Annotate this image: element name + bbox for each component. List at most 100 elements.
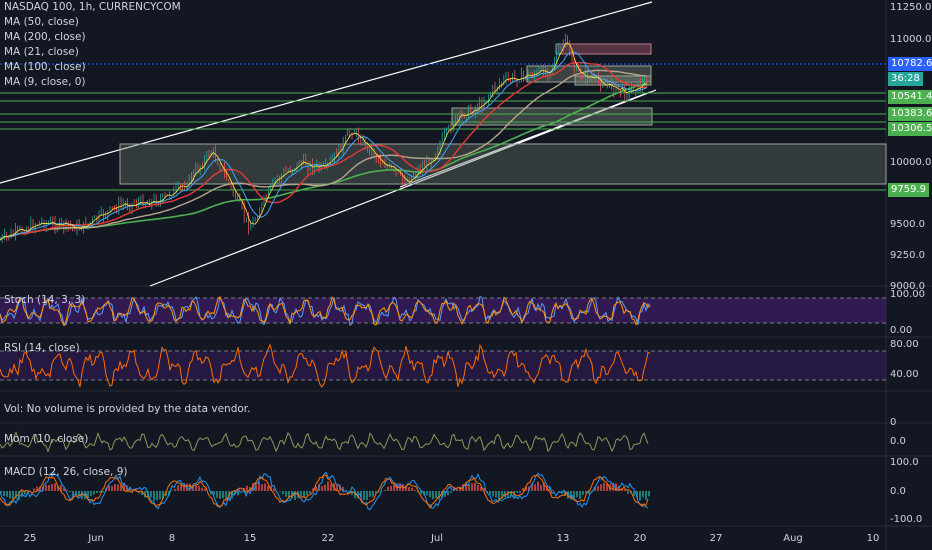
macd-histogram-bar xyxy=(198,485,200,491)
price-label-green[interactable]: 10383.6 xyxy=(888,107,932,121)
macd-histogram-bar xyxy=(123,482,125,491)
macd-histogram-bar xyxy=(201,487,203,491)
macd-histogram-bar xyxy=(585,491,587,494)
macd-histogram-bar xyxy=(453,487,455,491)
time-tick: 25 xyxy=(24,533,37,544)
time-tick: Jun xyxy=(87,533,104,544)
macd-histogram-bar xyxy=(603,482,605,491)
macd-histogram-bar xyxy=(429,491,431,498)
ma-50-line xyxy=(0,61,647,241)
macd-histogram-bar xyxy=(12,491,14,500)
macd-histogram-bar xyxy=(639,491,641,501)
momentum-label[interactable]: Mom (10, close) xyxy=(4,433,89,445)
macd-histogram-bar xyxy=(285,491,287,497)
macd-histogram-bar xyxy=(444,491,446,497)
macd-histogram-bar xyxy=(507,491,509,498)
macd-histogram-bar xyxy=(168,491,170,496)
macd-histogram-bar xyxy=(594,486,596,491)
macd-histogram-bar xyxy=(18,491,20,501)
macd-histogram-bar xyxy=(234,491,236,495)
macd-histogram-bar xyxy=(351,491,353,496)
indicator-ma-100[interactable]: MA (100, close) xyxy=(4,61,86,73)
rsi-pane[interactable] xyxy=(0,343,886,388)
macd-histogram-bar xyxy=(405,485,407,491)
macd-histogram-bar xyxy=(138,491,140,494)
stoch-pane[interactable] xyxy=(0,295,886,327)
macd-histogram-bar xyxy=(420,491,422,495)
stoch-label[interactable]: Stoch (14, 3, 3) xyxy=(4,294,86,306)
macd-tick: -100.0 xyxy=(890,514,922,525)
stoch-tick: 0.00 xyxy=(890,325,912,336)
macd-histogram-bar xyxy=(54,483,56,491)
time-tick: 13 xyxy=(557,533,570,544)
macd-label[interactable]: MACD (12, 26, close, 9) xyxy=(4,466,128,478)
macd-histogram-bar xyxy=(114,484,116,491)
price-label-green[interactable]: 10541.4 xyxy=(888,90,932,104)
macd-histogram-bar xyxy=(48,485,50,491)
macd-histogram-bar xyxy=(375,491,377,494)
macd-histogram-bar xyxy=(543,482,545,491)
macd-histogram-bar xyxy=(33,488,35,491)
macd-histogram-bar xyxy=(150,491,152,498)
macd-histogram-bar xyxy=(354,491,356,499)
time-tick: 10 xyxy=(867,533,880,544)
macd-histogram-bar xyxy=(567,491,569,499)
macd-histogram-bar xyxy=(192,485,194,491)
indicator-ma-50[interactable]: MA (50, close) xyxy=(4,16,79,28)
macd-histogram-bar xyxy=(366,491,368,501)
macd-histogram-bar xyxy=(210,491,212,495)
macd-histogram-bar xyxy=(303,491,305,498)
macd-histogram-bar xyxy=(534,484,536,491)
macd-histogram-bar xyxy=(99,491,101,493)
indicator-ma-21[interactable]: MA (21, close) xyxy=(4,46,79,58)
macd-histogram-bar xyxy=(531,483,533,491)
macd-histogram-bar xyxy=(291,491,293,499)
pane-axes[interactable]: 100.00 0.00 80.00 40.00 0 0.0 100.0 0.0 … xyxy=(890,289,925,525)
rsi-label[interactable]: RSI (14, close) xyxy=(4,342,80,354)
macd-histogram-bar xyxy=(582,491,584,495)
mom-tick: 0.0 xyxy=(890,436,906,447)
macd-histogram-bar xyxy=(648,491,650,497)
price-label-green[interactable]: 9759.9 xyxy=(888,183,929,197)
zone-rectangles[interactable] xyxy=(119,43,887,185)
macd-histogram-bar xyxy=(336,484,338,491)
macd-histogram-bar xyxy=(69,491,71,493)
momentum-pane[interactable] xyxy=(0,431,649,453)
macd-histogram-bar xyxy=(273,488,275,491)
price-axis[interactable]: 11250.0 11000.0 10000.0 9500.0 9250.0 90… xyxy=(890,2,931,292)
indicator-ma-200[interactable]: MA (200, close) xyxy=(4,31,86,43)
price-tick: 9000.0 xyxy=(890,281,925,292)
macd-pane[interactable] xyxy=(0,471,650,511)
time-axis[interactable]: 25 Jun 8 15 22 Jul 13 20 27 Aug 10 xyxy=(24,533,880,544)
macd-histogram-bar xyxy=(525,486,527,491)
macd-histogram-bar xyxy=(378,491,380,492)
macd-histogram-bar xyxy=(477,484,479,491)
macd-histogram-bar xyxy=(60,484,62,491)
macd-histogram-bar xyxy=(393,484,395,491)
macd-histogram-bar xyxy=(183,483,185,491)
price-label-blue[interactable]: 10782.6 xyxy=(888,57,932,71)
macd-histogram-bar xyxy=(156,491,158,501)
horizontal-levels[interactable] xyxy=(0,63,886,191)
macd-histogram-bar xyxy=(0,491,2,494)
time-tick: 22 xyxy=(322,533,335,544)
price-label-green[interactable]: 10306.5 xyxy=(888,122,932,136)
macd-histogram-bar xyxy=(387,486,389,491)
macd-histogram-bar xyxy=(282,491,284,495)
macd-histogram-bar xyxy=(495,491,497,498)
price-tick: 9500.0 xyxy=(890,219,925,230)
macd-histogram-bar xyxy=(510,491,512,497)
price-candles[interactable] xyxy=(0,33,648,243)
macd-histogram-bar xyxy=(627,491,629,494)
macd-histogram-bar xyxy=(342,486,344,491)
indicator-ma-9[interactable]: MA (9, close, 0) xyxy=(4,76,86,88)
macd-histogram-bar xyxy=(96,491,98,494)
macd-histogram-bar xyxy=(522,487,524,491)
macd-histogram-bar xyxy=(63,487,65,491)
moving-averages xyxy=(0,42,648,241)
macd-histogram-bar xyxy=(414,490,416,491)
macd-histogram-bar xyxy=(267,485,269,491)
macd-histogram-bar xyxy=(633,491,635,496)
